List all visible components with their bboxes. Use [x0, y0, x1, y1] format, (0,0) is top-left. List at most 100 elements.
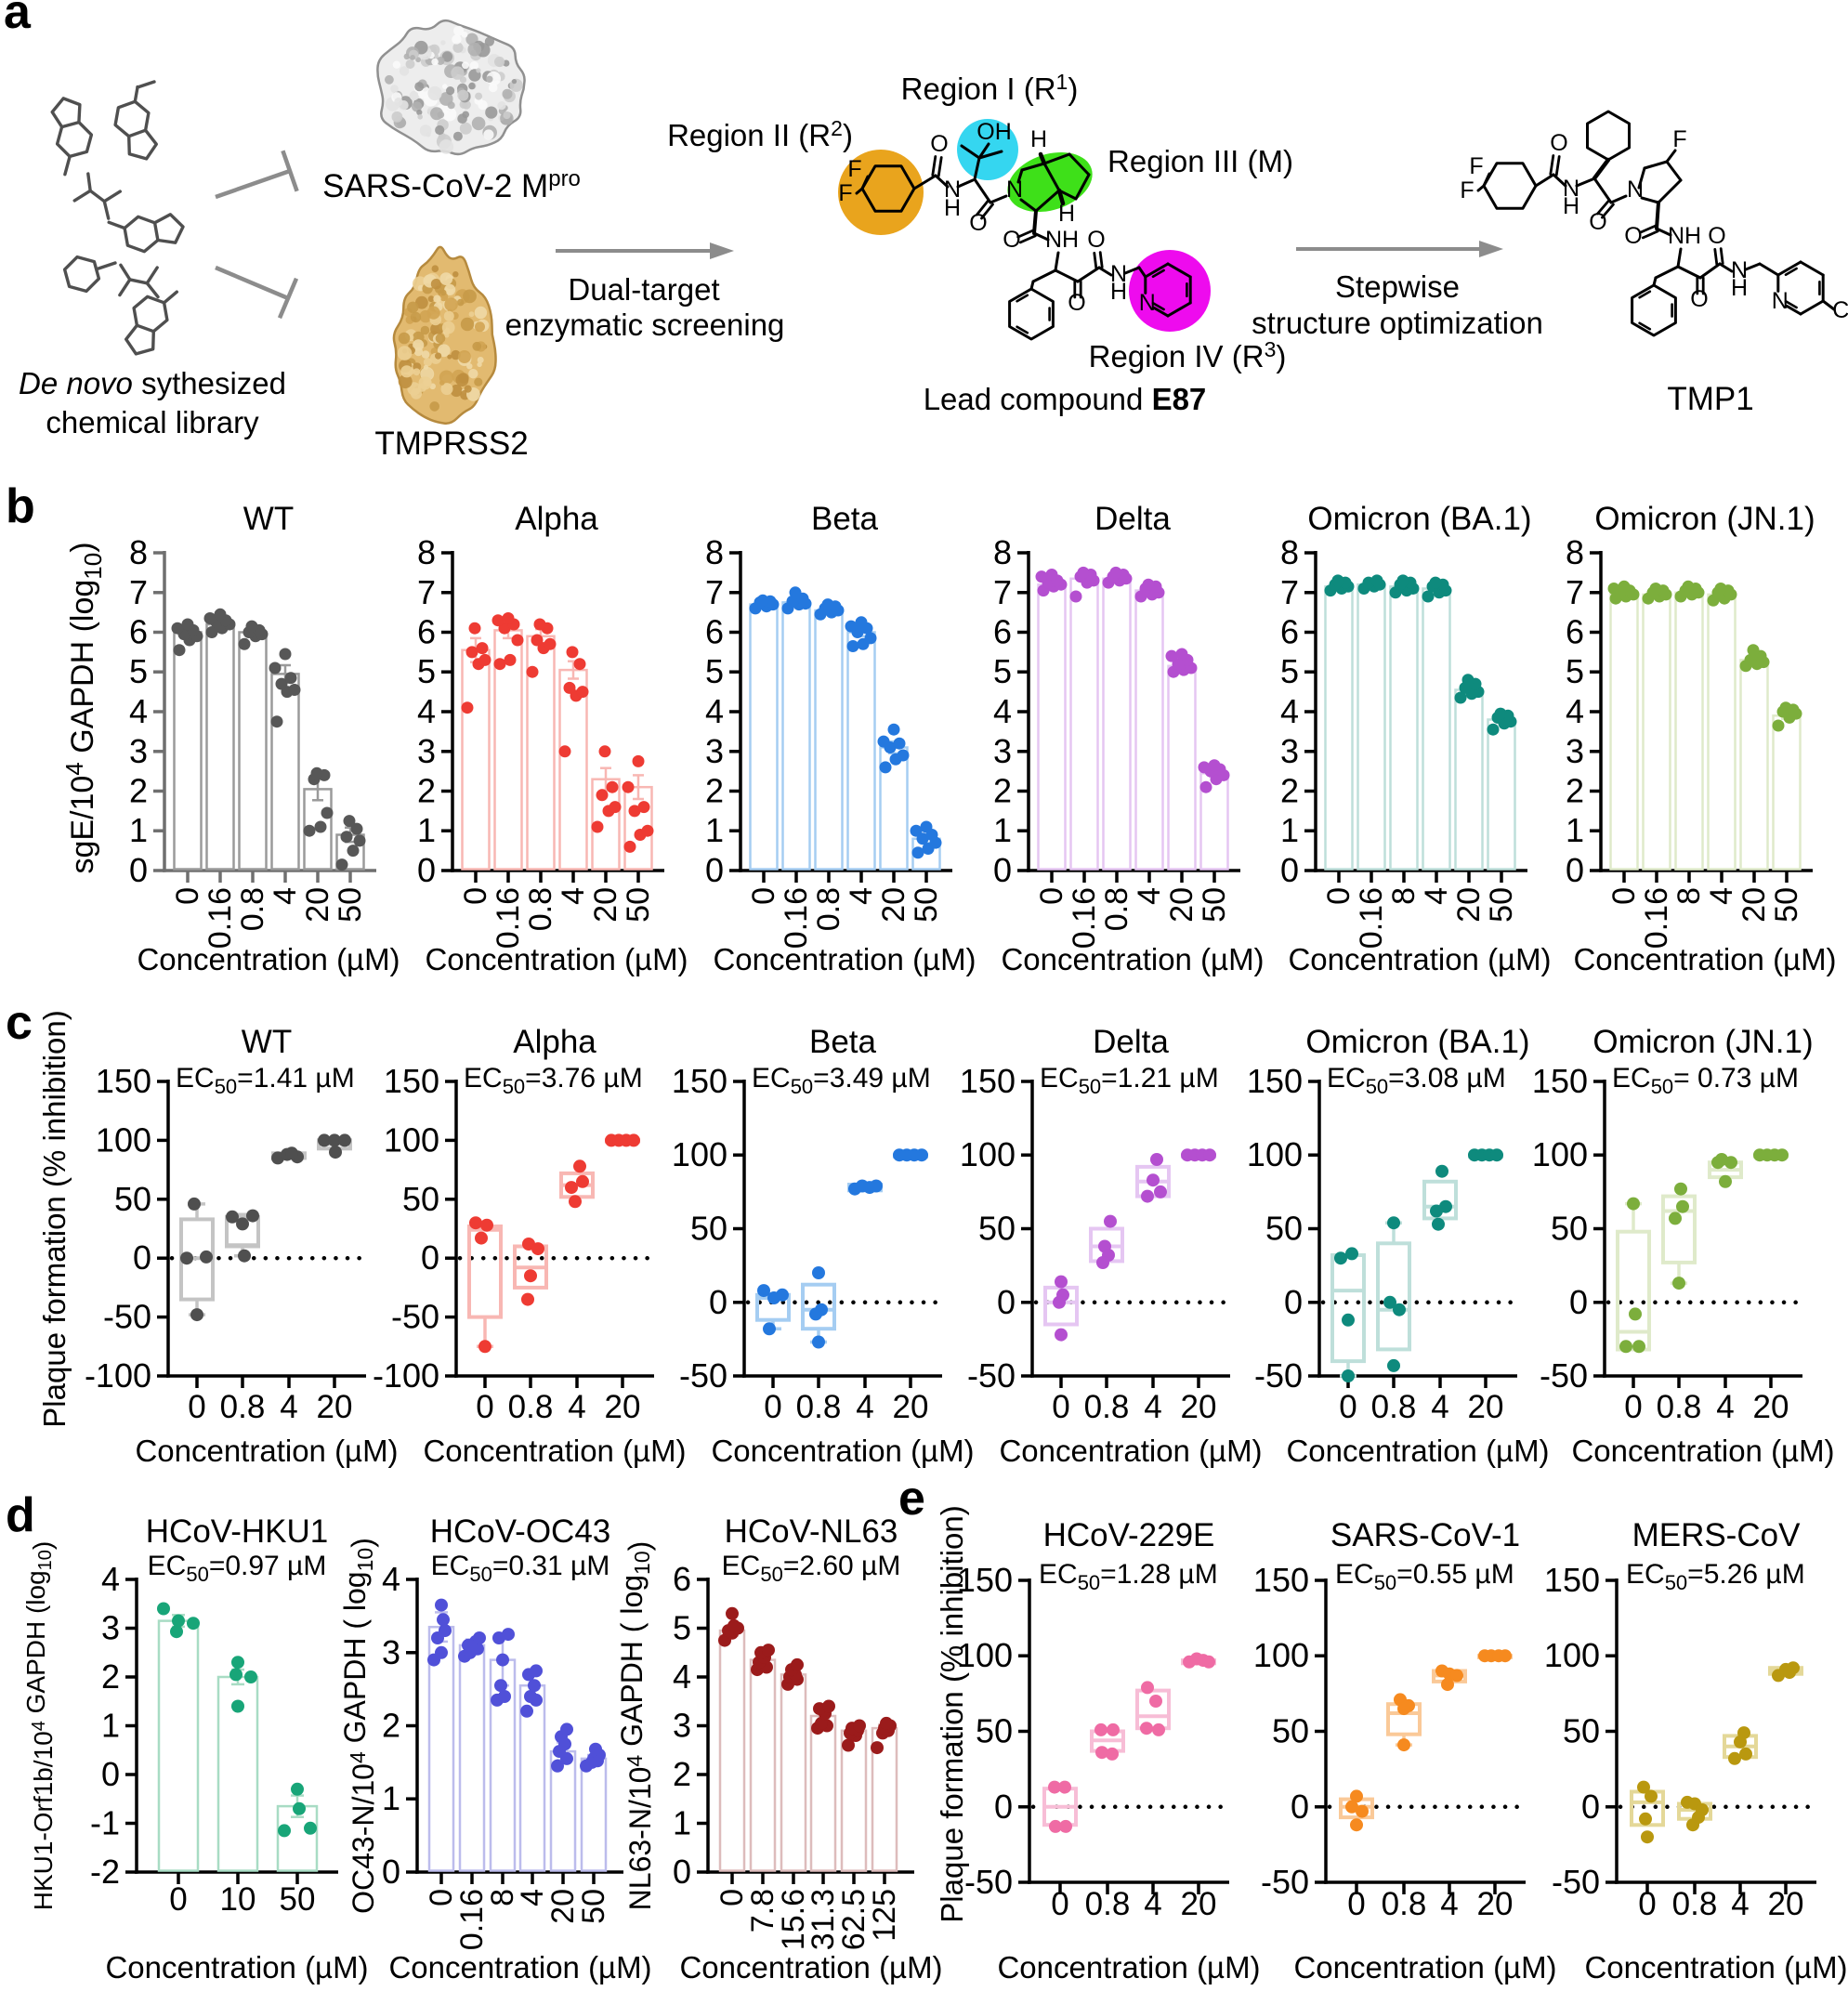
svg-text:20: 20 [1181, 1389, 1217, 1425]
svg-text:0.8: 0.8 [1371, 1389, 1417, 1425]
svg-text:sgE/104 GAPDH (log10): sgE/104 GAPDH (log10) [60, 542, 107, 873]
svg-text:O: O [1087, 227, 1105, 253]
svg-text:0.8: 0.8 [1084, 1389, 1130, 1425]
svg-text:100: 100 [384, 1120, 439, 1159]
svg-text:H: H [1563, 193, 1579, 219]
svg-text:1: 1 [705, 811, 724, 849]
svg-text:50: 50 [1563, 1712, 1600, 1750]
svg-text:100: 100 [957, 1636, 1013, 1674]
svg-text:7: 7 [417, 573, 436, 611]
svg-text:0: 0 [1347, 1886, 1365, 1922]
svg-text:Alpha: Alpha [515, 501, 598, 537]
svg-text:0.8: 0.8 [811, 887, 846, 931]
svg-text:4: 4 [1431, 1389, 1448, 1425]
svg-text:F: F [1672, 126, 1686, 152]
svg-text:8: 8 [993, 533, 1012, 571]
svg-text:0: 0 [133, 1238, 151, 1277]
svg-text:4: 4 [417, 692, 436, 730]
svg-text:N: N [1563, 176, 1579, 202]
svg-text:100: 100 [96, 1120, 151, 1159]
svg-text:4: 4 [280, 1389, 297, 1425]
svg-text:Lead compound E87: Lead compound E87 [924, 382, 1207, 416]
svg-text:H: H [1030, 126, 1047, 152]
svg-text:1: 1 [417, 811, 436, 849]
svg-text:0: 0 [169, 1881, 187, 1918]
svg-text:-50: -50 [1540, 1356, 1588, 1395]
svg-text:Omicron (BA.1): Omicron (BA.1) [1307, 501, 1531, 537]
svg-text:5: 5 [993, 652, 1012, 690]
svg-text:50: 50 [621, 887, 656, 923]
svg-text:20: 20 [1768, 1886, 1804, 1922]
svg-text:4: 4 [1704, 887, 1739, 905]
svg-text:4: 4 [568, 1389, 585, 1425]
svg-text:2: 2 [1280, 772, 1299, 810]
svg-text:-50: -50 [1254, 1356, 1303, 1395]
svg-text:0.8: 0.8 [1085, 1886, 1131, 1922]
svg-text:6: 6 [1566, 613, 1584, 651]
svg-text:1: 1 [1566, 811, 1584, 849]
svg-text:5: 5 [1566, 652, 1584, 690]
svg-text:3: 3 [129, 732, 148, 770]
svg-text:Concentration (µM): Concentration (µM) [105, 1950, 368, 1984]
svg-text:50: 50 [402, 1180, 439, 1218]
svg-text:100: 100 [1532, 1135, 1588, 1173]
svg-text:100: 100 [1247, 1135, 1303, 1173]
svg-text:0: 0 [1291, 1788, 1309, 1826]
svg-text:50: 50 [1551, 1210, 1588, 1248]
svg-text:150: 150 [1247, 1062, 1303, 1100]
svg-text:Concentration (µM): Concentration (µM) [1571, 1434, 1834, 1468]
svg-text:Omicron (JN.1): Omicron (JN.1) [1592, 1024, 1813, 1060]
svg-text:7: 7 [705, 573, 724, 611]
svg-text:20: 20 [1468, 1389, 1504, 1425]
svg-text:Beta: Beta [809, 1024, 877, 1060]
svg-text:-100: -100 [373, 1356, 439, 1395]
svg-text:5: 5 [417, 652, 436, 690]
svg-text:4: 4 [1716, 1389, 1734, 1425]
svg-text:0: 0 [1624, 1389, 1642, 1425]
svg-text:Concentration (µM): Concentration (µM) [711, 1434, 974, 1468]
svg-text:EC50=1.21 µM: EC50=1.21 µM [1040, 1063, 1219, 1098]
svg-text:2: 2 [417, 772, 436, 810]
svg-text:0: 0 [1052, 1389, 1069, 1425]
svg-text:0.8: 0.8 [796, 1389, 842, 1425]
svg-text:Concentration (µM): Concentration (µM) [1286, 1434, 1549, 1468]
svg-text:50: 50 [1484, 887, 1519, 923]
svg-text:O: O [969, 210, 987, 236]
svg-text:20: 20 [588, 887, 623, 923]
svg-text:0: 0 [1339, 1389, 1357, 1425]
svg-text:31.3: 31.3 [806, 1889, 841, 1950]
svg-text:0.8: 0.8 [508, 1389, 554, 1425]
svg-text:WT: WT [243, 501, 294, 537]
svg-text:62.5: 62.5 [836, 1889, 872, 1950]
svg-text:20: 20 [300, 887, 335, 923]
svg-text:e: e [898, 1472, 925, 1526]
svg-text:Omicron (JN.1): Omicron (JN.1) [1594, 501, 1815, 537]
svg-text:O: O [1624, 223, 1642, 249]
svg-text:3: 3 [382, 1633, 400, 1671]
svg-text:50: 50 [690, 1210, 727, 1248]
svg-text:0: 0 [421, 1238, 439, 1277]
svg-text:4: 4 [1280, 692, 1299, 730]
svg-text:O: O [930, 131, 948, 157]
svg-text:Concentration (µM): Concentration (µM) [135, 1434, 398, 1468]
svg-text:EC50=1.41 µM: EC50=1.41 µM [176, 1063, 355, 1098]
svg-text:Concentration (µM): Concentration (µM) [1288, 942, 1551, 976]
svg-text:1: 1 [1280, 811, 1299, 849]
svg-text:20: 20 [545, 1889, 581, 1924]
svg-text:6: 6 [705, 613, 724, 651]
svg-text:100: 100 [960, 1135, 1016, 1173]
svg-text:4: 4 [382, 1560, 400, 1598]
svg-text:0: 0 [1581, 1788, 1600, 1826]
svg-text:0: 0 [1566, 851, 1584, 889]
svg-text:8: 8 [1280, 533, 1299, 571]
svg-text:2: 2 [1566, 772, 1584, 810]
svg-text:0: 0 [997, 1283, 1016, 1321]
svg-text:0: 0 [1606, 887, 1642, 905]
svg-text:OH: OH [976, 119, 1012, 145]
svg-text:Cl: Cl [1832, 297, 1848, 323]
svg-text:1: 1 [101, 1707, 120, 1745]
svg-text:6: 6 [993, 613, 1012, 651]
svg-text:d: d [6, 1488, 35, 1542]
svg-text:HCoV-229E: HCoV-229E [1043, 1517, 1215, 1553]
svg-text:0.8: 0.8 [1657, 1389, 1702, 1425]
